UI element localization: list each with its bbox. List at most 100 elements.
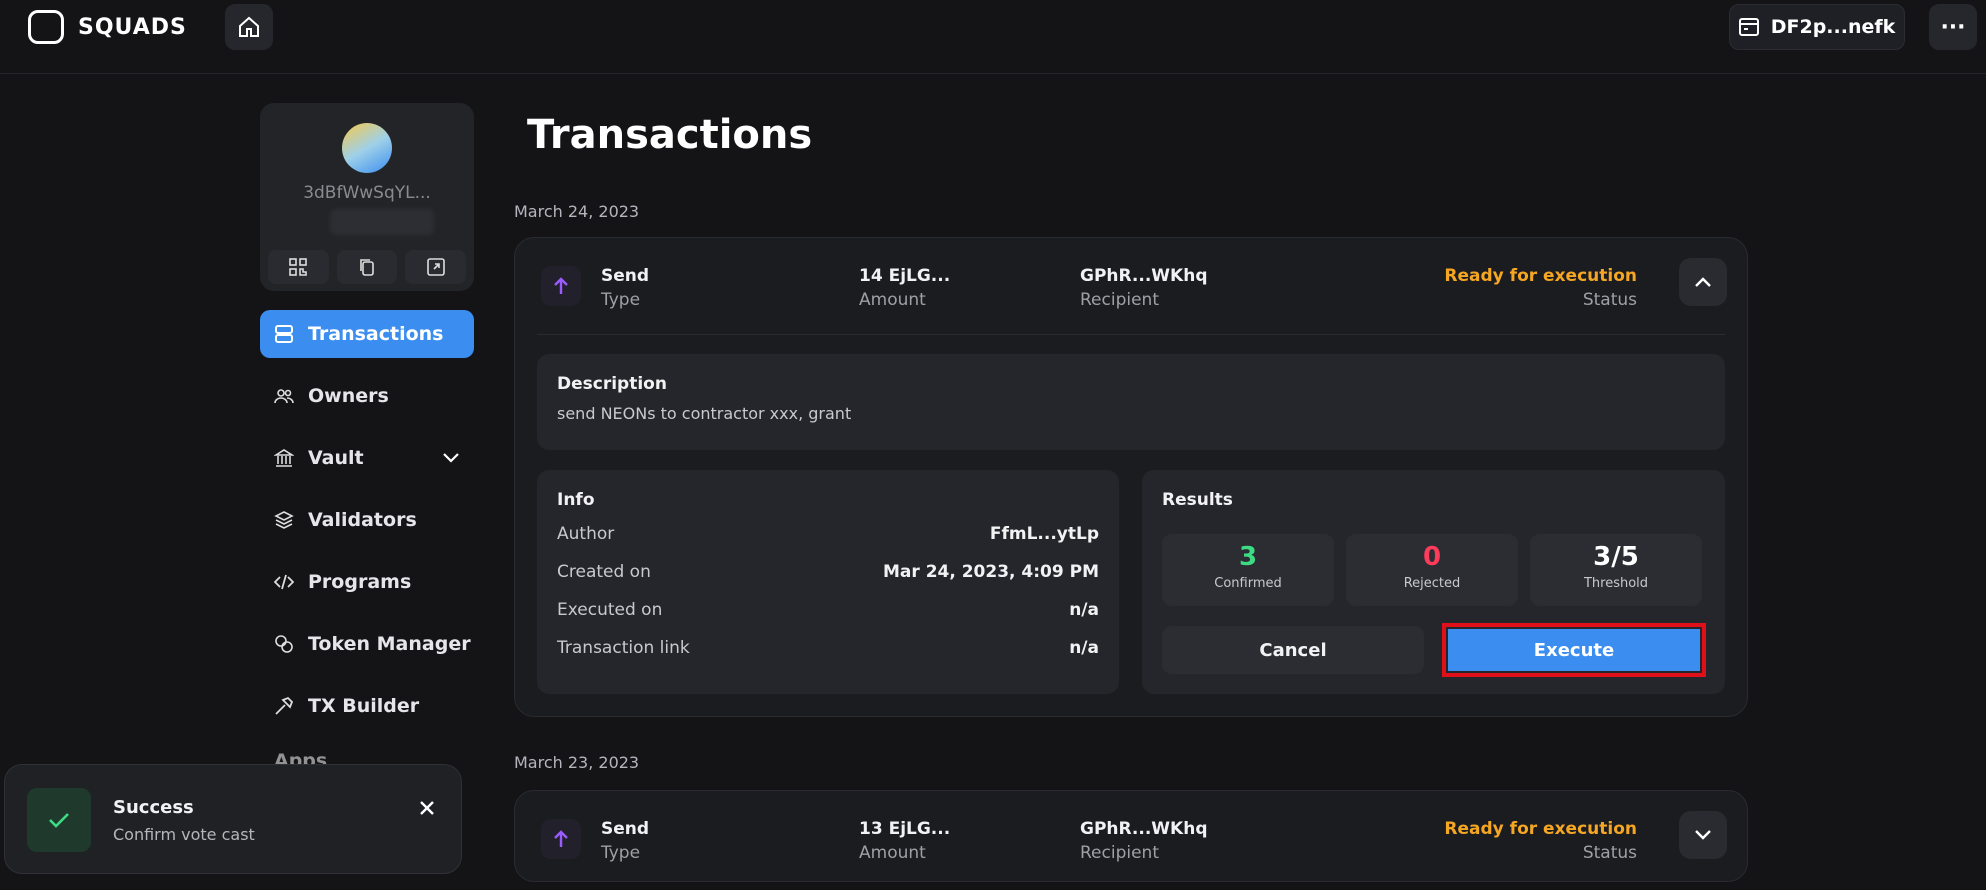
info-value[interactable]: FfmL...ytLp [989,524,1099,544]
chevron-down-icon[interactable] [442,452,460,464]
expand-button[interactable] [1679,811,1727,859]
more-icon: ··· [1940,14,1966,40]
vault-card-actions [268,250,467,284]
toast-message: Confirm vote cast [113,825,255,844]
sidebar-item-programs[interactable]: Programs [260,558,474,606]
date-group-label: March 23, 2023 [514,753,640,772]
results-panel: Results 3 Confirmed 0 Rejected 3/5 Thres… [1142,470,1725,694]
collapse-button[interactable] [1679,258,1727,306]
tx-amount-value: 13 EjLG... [859,819,951,839]
wallet-icon [1738,18,1759,36]
sidebar-item-label: TX Builder [308,695,420,717]
copy-icon [360,259,374,276]
description-text: send NEONs to contractor xxx, grant [557,404,852,423]
threshold-value: 3/5 [1593,542,1639,572]
tx-amount-label: Amount [859,843,926,863]
tx-amount-label: Amount [859,290,926,310]
transaction-header[interactable]: Send Type 14 EjLG... Amount GPhR...WKhq … [515,238,1747,330]
coins-icon [275,635,293,653]
info-panel: Info Author FfmL...ytLp Created on Mar 2… [537,470,1119,694]
tx-type-value: Send [601,819,650,839]
users-icon [274,389,294,404]
threshold-label: Threshold [1583,576,1649,591]
execute-button[interactable]: Execute [1448,629,1700,671]
sidebar-item-validators[interactable]: Validators [260,496,474,544]
threshold-stat: 3/5 Threshold [1530,534,1702,606]
execute-highlight: Execute [1442,623,1706,677]
code-icon [274,574,294,590]
rejected-label: Rejected [1403,576,1461,591]
sidebar-item-vault[interactable]: Vault [260,434,474,482]
home-icon [239,16,259,37]
tx-amount-value: 14 EjLG... [859,266,951,286]
toast-title: Success [113,797,194,818]
date-group-label: March 24, 2023 [514,202,640,221]
info-value: n/a [1069,638,1099,658]
home-button[interactable] [225,4,273,50]
check-icon [49,813,69,828]
qr-code-button[interactable] [268,250,329,284]
open-explorer-button[interactable] [405,250,467,284]
arrow-up-icon [554,830,568,847]
confirmed-count: 3 [1238,542,1258,572]
cancel-button[interactable]: Cancel [1162,626,1424,674]
arrow-up-icon [554,277,568,294]
vault-avatar [342,123,392,173]
copy-address-button[interactable] [336,250,398,284]
stack-icon [274,511,294,529]
tx-status-value: Ready for execution [1444,266,1637,286]
results-heading: Results [1162,490,1233,510]
tx-recipient-label: Recipient [1080,290,1159,310]
info-value: n/a [1069,600,1099,620]
description-panel: Description send NEONs to contractor xxx… [537,354,1725,450]
send-type-badge [541,266,581,306]
sidebar-item-label: Vault [308,447,364,469]
vault-balance-redacted [330,209,434,235]
info-key: Transaction link [557,638,690,658]
description-heading: Description [557,374,667,394]
qr-code-icon [289,258,308,276]
info-value: Mar 24, 2023, 4:09 PM [883,562,1099,582]
confirmed-label: Confirmed [1214,576,1282,591]
send-type-badge [541,819,581,859]
close-icon [420,801,434,815]
squads-logo[interactable]: SQUADS [28,10,187,44]
sidebar-item-label: Token Manager [308,633,471,655]
transaction-header[interactable]: Send Type 13 EjLG... Amount GPhR...WKhq … [515,791,1747,883]
sidebar-item-tx-builder[interactable]: TX Builder [260,682,474,730]
brand-name: SQUADS [78,14,187,40]
chevron-down-icon [1695,830,1711,840]
tx-status-label: Status [1582,290,1637,310]
success-badge [27,788,91,852]
chevron-up-icon [1695,277,1711,287]
bank-icon [274,449,294,467]
external-link-icon [426,258,445,276]
sidebar-item-transactions[interactable]: Transactions [260,310,474,358]
success-toast: Success Confirm vote cast [4,764,462,874]
layers-icon [275,325,293,343]
info-row-tx-link: Transaction link n/a [557,638,1099,676]
sidebar-item-owners[interactable]: Owners [260,372,474,420]
sidebar-item-label: Transactions [308,323,444,345]
info-row-created: Created on Mar 24, 2023, 4:09 PM [557,562,1099,600]
transaction-card: Send Type 13 EjLG... Amount GPhR...WKhq … [514,790,1748,882]
rejected-stat: 0 Rejected [1346,534,1518,606]
close-toast-button[interactable] [419,797,435,822]
vault-name: 3dBfWwSqYL... [303,183,431,203]
info-row-author: Author FfmL...ytLp [557,524,1099,562]
tx-recipient-value: GPhR...WKhq [1080,266,1208,286]
vault-card: 3dBfWwSqYL... [260,103,474,291]
wallet-button[interactable]: DF2p...nefk [1729,4,1905,50]
page-title: Transactions [527,112,813,158]
more-options-button[interactable]: ··· [1929,4,1977,50]
header-divider [537,334,1725,335]
sidebar-item-label: Programs [308,571,412,593]
top-bar: SQUADS DF2p...nefk ··· [0,0,1986,74]
sidebar-item-token-manager[interactable]: Token Manager [260,620,474,668]
tx-status-label: Status [1582,843,1637,863]
sidebar-nav: Transactions Owners Vault Validators Pro… [260,310,474,744]
info-key: Author [557,524,615,544]
confirmed-stat: 3 Confirmed [1162,534,1334,606]
transaction-card: Send Type 14 EjLG... Amount GPhR...WKhq … [514,237,1748,717]
hammer-icon [275,696,294,715]
